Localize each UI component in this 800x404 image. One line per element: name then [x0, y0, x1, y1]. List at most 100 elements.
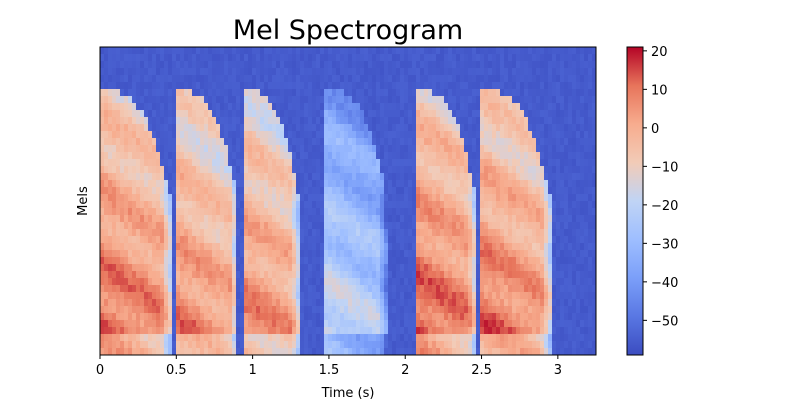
heatmap-cell: [504, 320, 509, 328]
heatmap-cell: [292, 68, 297, 76]
heatmap-cell: [180, 187, 185, 195]
heatmap-cell: [476, 334, 481, 342]
heatmap-cell: [368, 271, 373, 279]
heatmap-cell: [364, 103, 369, 111]
heatmap-cell: [312, 341, 317, 349]
heatmap-cell: [360, 215, 365, 223]
heatmap-cell: [456, 96, 461, 104]
heatmap-cell: [492, 96, 497, 104]
heatmap-cell: [176, 208, 181, 216]
heatmap-cell: [192, 236, 197, 244]
heatmap-cell: [432, 264, 437, 272]
heatmap-cell: [448, 89, 453, 97]
heatmap-cell: [136, 271, 141, 279]
heatmap-cell: [128, 75, 133, 83]
heatmap-cell: [500, 264, 505, 272]
heatmap-cell: [356, 75, 361, 83]
heatmap-cell: [328, 201, 333, 209]
heatmap-cell: [144, 222, 149, 230]
heatmap-cell: [280, 61, 285, 69]
heatmap-cell: [160, 166, 165, 174]
heatmap-cell: [444, 68, 449, 76]
heatmap-cell: [476, 75, 481, 83]
heatmap-cell: [480, 299, 485, 307]
heatmap-cell: [392, 222, 397, 230]
heatmap-cell: [400, 117, 405, 125]
heatmap-cell: [376, 124, 381, 132]
heatmap-cell: [396, 138, 401, 146]
heatmap-cell: [360, 257, 365, 265]
heatmap-cell: [268, 103, 273, 111]
heatmap-cell: [452, 180, 457, 188]
heatmap-cell: [208, 243, 213, 251]
heatmap-cell: [436, 334, 441, 342]
heatmap-cell: [416, 292, 421, 300]
heatmap-cell: [376, 187, 381, 195]
heatmap-cell: [220, 166, 225, 174]
heatmap-cell: [224, 145, 229, 153]
heatmap-cell: [448, 306, 453, 314]
heatmap-cell: [188, 180, 193, 188]
heatmap-cell: [168, 117, 173, 125]
heatmap-cell: [476, 194, 481, 202]
heatmap-cell: [316, 47, 321, 55]
heatmap-cell: [352, 257, 357, 265]
heatmap-cell: [200, 306, 205, 314]
heatmap-cell: [364, 166, 369, 174]
heatmap-cell: [464, 313, 469, 321]
heatmap-cell: [380, 285, 385, 293]
heatmap-cell: [504, 131, 509, 139]
heatmap-cell: [448, 75, 453, 83]
heatmap-cell: [416, 75, 421, 83]
heatmap-cell: [544, 187, 549, 195]
heatmap-cell: [272, 75, 277, 83]
heatmap-cell: [312, 250, 317, 258]
heatmap-cell: [520, 250, 525, 258]
heatmap-cell: [548, 327, 553, 335]
heatmap-cell: [532, 264, 537, 272]
heatmap-cell: [464, 138, 469, 146]
heatmap-cell: [208, 341, 213, 349]
heatmap-cell: [408, 117, 413, 125]
heatmap-cell: [228, 131, 233, 139]
heatmap-cell: [416, 285, 421, 293]
heatmap-cell: [428, 292, 433, 300]
heatmap-cell: [328, 110, 333, 118]
heatmap-cell: [360, 47, 365, 55]
heatmap-cell: [272, 222, 277, 230]
heatmap-cell: [424, 82, 429, 90]
heatmap-cell: [380, 236, 385, 244]
heatmap-cell: [104, 243, 109, 251]
heatmap-cell: [516, 75, 521, 83]
heatmap-cell: [380, 348, 385, 356]
heatmap-cell: [360, 54, 365, 62]
heatmap-cell: [208, 334, 213, 342]
heatmap-cell: [116, 61, 121, 69]
heatmap-cell: [120, 299, 125, 307]
heatmap-cell: [224, 222, 229, 230]
heatmap-cell: [284, 327, 289, 335]
heatmap-cell: [288, 341, 293, 349]
heatmap-cell: [348, 145, 353, 153]
heatmap-cell: [376, 75, 381, 83]
heatmap-cell: [160, 124, 165, 132]
heatmap-cell: [364, 341, 369, 349]
heatmap-cell: [520, 124, 525, 132]
heatmap-cell: [120, 278, 125, 286]
heatmap-cell: [184, 194, 189, 202]
heatmap-cell: [368, 47, 373, 55]
heatmap-cell: [208, 89, 213, 97]
heatmap-cell: [268, 89, 273, 97]
heatmap-cell: [172, 341, 177, 349]
heatmap-cell: [424, 194, 429, 202]
heatmap-cell: [192, 124, 197, 132]
heatmap-cell: [404, 201, 409, 209]
heatmap-cell: [304, 229, 309, 237]
heatmap-cell: [224, 313, 229, 321]
heatmap-cell: [432, 201, 437, 209]
heatmap-cell: [448, 250, 453, 258]
heatmap-cell: [144, 250, 149, 258]
heatmap-cell: [360, 68, 365, 76]
heatmap-cell: [344, 306, 349, 314]
heatmap-cell: [360, 145, 365, 153]
